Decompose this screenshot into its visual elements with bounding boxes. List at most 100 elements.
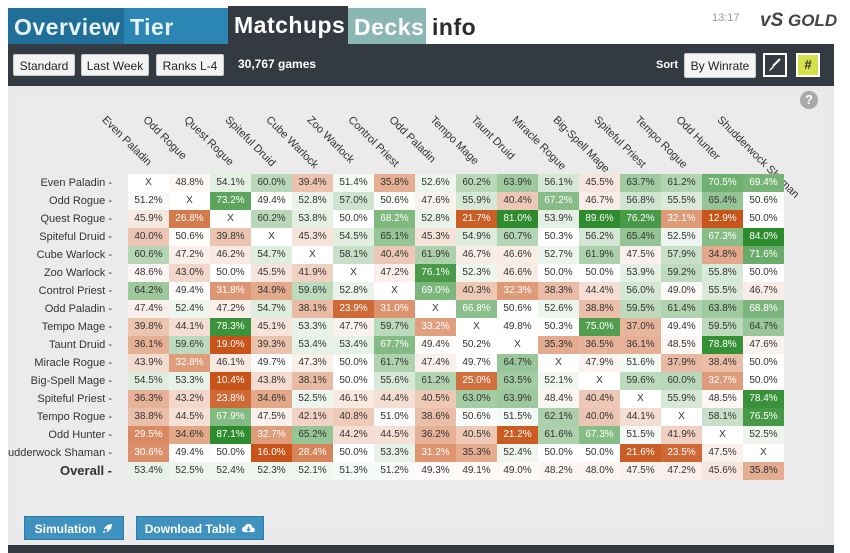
matchup-cell[interactable]: 10.4% [210,372,251,390]
matchup-cell[interactable]: 47.2% [374,264,415,282]
matchup-cell[interactable]: 32.3% [497,282,538,300]
matchup-cell[interactable]: 38.3% [538,282,579,300]
matchup-cell[interactable]: 53.3% [292,318,333,336]
matchup-cell[interactable]: X [661,408,702,426]
matchup-cell[interactable]: 53.4% [292,336,333,354]
matchup-cell[interactable]: 81.0% [497,210,538,228]
matchup-cell[interactable]: 68.8% [743,300,784,318]
matchup-cell[interactable]: 68.2% [374,210,415,228]
matchup-cell[interactable]: 71.6% [743,246,784,264]
overall-cell[interactable]: 45.6% [702,462,743,480]
matchup-cell[interactable]: 40.0% [579,408,620,426]
matchup-cell[interactable]: 41.9% [661,426,702,444]
matchup-cell[interactable]: 45.3% [415,228,456,246]
matchup-cell[interactable]: 50.6% [497,300,538,318]
matchup-cell[interactable]: 52.5% [292,390,333,408]
matchup-cell[interactable]: 39.8% [128,318,169,336]
matchup-cell[interactable]: 54.1% [210,174,251,192]
help-icon[interactable]: ? [800,91,818,109]
matchup-cell[interactable]: 46.6% [497,264,538,282]
row-header[interactable]: Quest Rogue - [40,213,112,225]
matchup-cell[interactable]: 67.7% [374,336,415,354]
matchup-cell[interactable]: 43.0% [169,264,210,282]
matchup-cell[interactable]: 63.0% [456,390,497,408]
matchup-cell[interactable]: 60.0% [251,174,292,192]
matchup-cell[interactable]: 50.0% [743,372,784,390]
matchup-cell[interactable]: 52.4% [497,444,538,462]
matchup-cell[interactable]: 23.5% [661,444,702,462]
matchup-cell[interactable]: 67.2% [538,192,579,210]
matchup-cell[interactable]: 50.0% [333,354,374,372]
matchup-cell[interactable]: 67.9% [210,408,251,426]
matchup-cell[interactable]: 46.7% [743,282,784,300]
matchup-cell[interactable]: 38.8% [579,300,620,318]
matchup-cell[interactable]: 21.7% [456,210,497,228]
matchup-cell[interactable]: 89.6% [579,210,620,228]
matchup-cell[interactable]: 47.4% [128,300,169,318]
matchup-cell[interactable]: 75.0% [579,318,620,336]
matchup-cell[interactable]: 57.0% [333,192,374,210]
overall-cell[interactable]: 48.0% [579,462,620,480]
matchup-cell[interactable]: 64.7% [497,354,538,372]
matchup-cell[interactable]: 25.0% [456,372,497,390]
matchup-cell[interactable]: 64.2% [128,282,169,300]
matchup-cell[interactable]: 49.7% [251,354,292,372]
matchup-cell[interactable]: 34.9% [251,282,292,300]
matchup-cell[interactable]: 40.4% [579,390,620,408]
row-header[interactable]: Zoo Warlock - [43,267,112,279]
matchup-cell[interactable]: 52.5% [661,228,702,246]
matchup-cell[interactable]: X [210,210,251,228]
row-header[interactable]: Odd Hunter - [48,429,112,441]
matchup-cell[interactable]: 47.9% [579,354,620,372]
row-header[interactable]: Big-Spell Mage - [30,375,112,387]
overall-cell[interactable]: 47.5% [620,462,661,480]
matchup-cell[interactable]: 41.9% [292,264,333,282]
overall-cell[interactable]: 52.4% [210,462,251,480]
matchup-cell[interactable]: 53.3% [169,372,210,390]
overall-cell[interactable]: 48.2% [538,462,579,480]
matchup-cell[interactable]: 40.0% [128,228,169,246]
row-header[interactable]: Tempo Mage - [41,321,112,333]
matchup-cell[interactable]: 51.2% [128,192,169,210]
matchup-cell[interactable]: 52.8% [415,210,456,228]
matchup-cell[interactable]: 50.6% [456,408,497,426]
matchup-cell[interactable]: 23.8% [210,390,251,408]
matchup-cell[interactable]: 61.2% [661,174,702,192]
matchup-cell[interactable]: 32.8% [169,354,210,372]
matchup-cell[interactable]: 36.1% [128,336,169,354]
matchup-cell[interactable]: 76.1% [415,264,456,282]
matchup-cell[interactable]: 66.8% [456,300,497,318]
matchup-cell[interactable]: 61.4% [661,300,702,318]
matchup-cell[interactable]: 47.6% [743,336,784,354]
matchup-cell[interactable]: 50.6% [743,192,784,210]
overall-cell[interactable]: 49.3% [415,462,456,480]
matchup-cell[interactable]: 59.5% [620,300,661,318]
matchup-cell[interactable]: 47.6% [415,192,456,210]
matchup-cell[interactable]: 55.6% [374,372,415,390]
matchup-cell[interactable]: 50.0% [743,354,784,372]
matchup-cell[interactable]: 60.2% [456,174,497,192]
matchup-cell[interactable]: 56.1% [538,174,579,192]
site-logo[interactable]: vS GOLD [760,10,837,32]
download-table-button[interactable]: Download Table [136,516,264,540]
matchup-cell[interactable]: 84.0% [743,228,784,246]
matchup-cell[interactable]: 50.0% [579,264,620,282]
matchup-cell[interactable]: 36.5% [579,336,620,354]
matchup-cell[interactable]: 32.1% [661,210,702,228]
matchup-cell[interactable]: 78.3% [210,318,251,336]
matchup-cell[interactable]: 34.8% [702,246,743,264]
matchup-cell[interactable]: 55.5% [661,192,702,210]
matchup-cell[interactable]: 61.9% [579,246,620,264]
matchup-cell[interactable]: 87.1% [210,426,251,444]
overall-cell[interactable]: 47.2% [661,462,702,480]
matchup-cell[interactable]: 34.6% [169,426,210,444]
matchup-cell[interactable]: 50.0% [579,444,620,462]
matchup-cell[interactable]: 21.2% [497,426,538,444]
matchup-cell[interactable]: X [169,192,210,210]
matchup-cell[interactable]: 51.5% [620,426,661,444]
matchup-cell[interactable]: 57.9% [661,246,702,264]
matchup-cell[interactable]: X [620,390,661,408]
matchup-cell[interactable]: 61.7% [374,354,415,372]
matchup-cell[interactable]: 49.7% [456,354,497,372]
matchup-cell[interactable]: 37.0% [620,318,661,336]
